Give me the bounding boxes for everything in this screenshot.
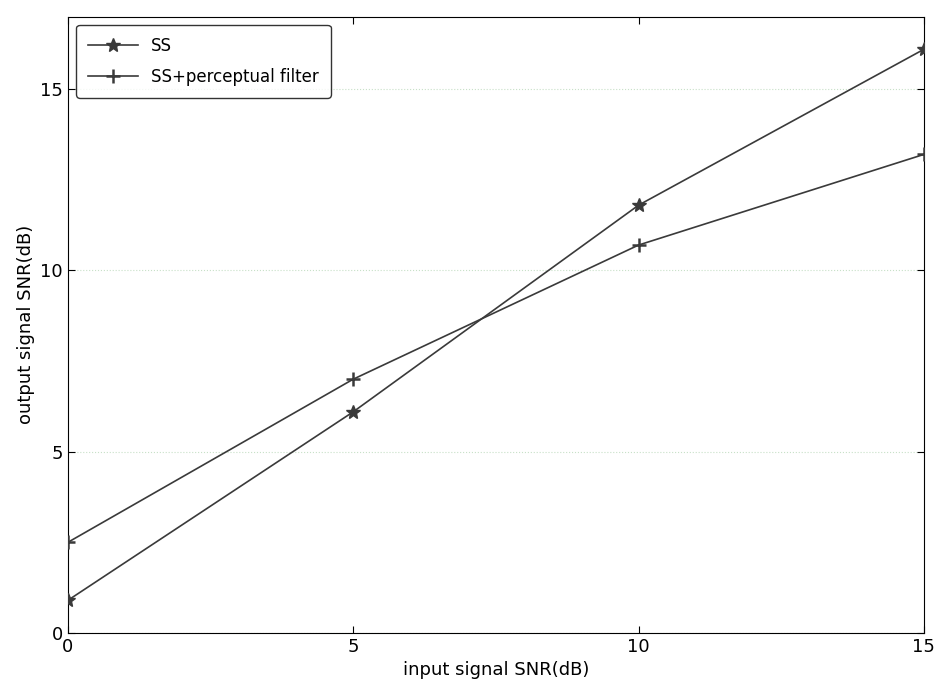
- Legend: SS, SS+perceptual filter: SS, SS+perceptual filter: [76, 25, 330, 97]
- SS: [633, 201, 645, 209]
- Line: SS+perceptual filter: SS+perceptual filter: [61, 148, 931, 549]
- SS+perceptual filter: [347, 375, 359, 383]
- SS+perceptual filter: [633, 241, 645, 249]
- Y-axis label: output signal SNR(dB): output signal SNR(dB): [17, 226, 34, 425]
- Line: SS: SS: [61, 42, 931, 607]
- SS+perceptual filter: [918, 150, 929, 159]
- SS: [347, 408, 359, 416]
- X-axis label: input signal SNR(dB): input signal SNR(dB): [403, 661, 589, 679]
- SS: [918, 45, 929, 54]
- SS: [62, 596, 73, 604]
- SS+perceptual filter: [62, 538, 73, 546]
